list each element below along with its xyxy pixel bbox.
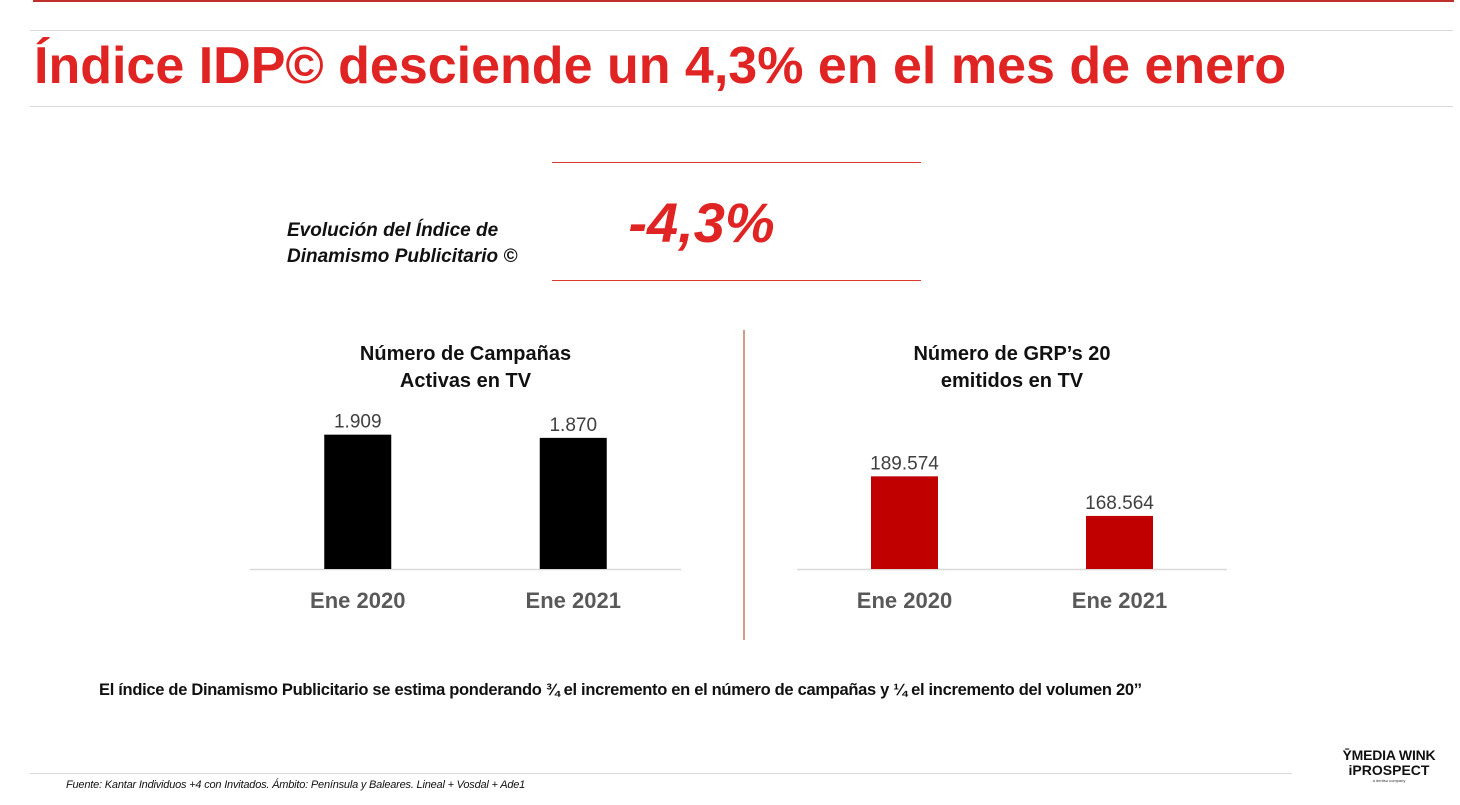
category-label: Ene 2020 (310, 588, 405, 613)
title-top-rule (30, 30, 1453, 31)
bar-ene-2021 (1086, 515, 1153, 569)
chart-title: Número de GRP’s 20 emitidos en TV (797, 341, 1227, 395)
value-label: 1.870 (549, 415, 597, 436)
source-note: Fuente: Kantar Individuos +4 con Invitad… (66, 779, 526, 791)
logo-line1: ȲMEDIA WINK (1342, 747, 1436, 763)
kpi-bottom-rule (552, 280, 921, 281)
bar-ene-2020 (871, 476, 938, 569)
kpi-label-line2: Dinamismo Publicitario © (287, 246, 518, 267)
logo-line2: iPROSPECT (1348, 762, 1430, 778)
bar-ene-2020 (324, 434, 392, 569)
kpi-label: Evolución del Índice de Dinamismo Public… (287, 218, 517, 270)
chart-title-line2: emitidos en TV (940, 370, 1084, 392)
vertical-divider (743, 330, 745, 640)
company-logo: ȲMEDIA WINK iPROSPECT a dentsu company (1334, 748, 1444, 784)
value-label: 1.909 (334, 412, 382, 433)
category-label: Ene 2021 (1072, 588, 1167, 613)
top-accent-line (33, 0, 1454, 2)
chart-title-line2: Activas en TV (399, 370, 532, 392)
value-label: 168.564 (1085, 493, 1154, 514)
campaigns-chart: Número de Campañas Activas en TV 1.909 En… (250, 335, 681, 635)
bar-ene-2021 (539, 437, 607, 569)
page-title: Índice IDP© desciende un 4,3% en el mes … (34, 37, 1287, 95)
chart-title-line1: Número de Campañas (359, 343, 572, 365)
title-bottom-rule (30, 106, 1453, 107)
category-label: Ene 2020 (857, 588, 952, 613)
kpi-label-line1: Evolución del Índice de (287, 220, 499, 241)
kpi-top-rule (552, 162, 921, 163)
methodology-footnote: El índice de Dinamismo Publicitario se e… (99, 681, 1142, 699)
grps-chart-plot: 189.574 Ene 2020 168.564 Ene 2021 (797, 453, 1227, 613)
source-rule (30, 773, 1292, 774)
logo-tagline: a dentsu company (1372, 778, 1406, 783)
category-label: Ene 2021 (526, 588, 621, 613)
value-label: 189.574 (870, 453, 939, 474)
grps-chart: Número de GRP’s 20 emitidos en TV 189.57… (797, 335, 1227, 635)
chart-title: Número de Campañas Activas en TV (250, 341, 681, 395)
campaigns-chart-plot: 1.909 Ene 2020 1.870 Ene 2021 (250, 412, 681, 613)
chart-title-line1: Número de GRP’s 20 (913, 343, 1111, 365)
kpi-value: -4,3% (628, 191, 775, 254)
